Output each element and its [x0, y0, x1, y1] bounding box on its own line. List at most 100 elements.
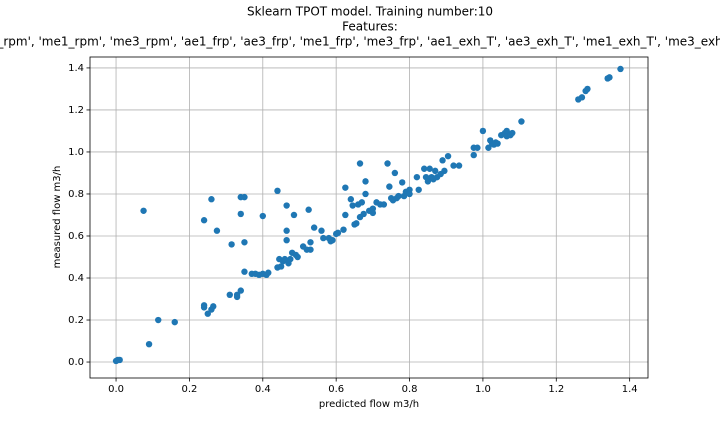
y-axis-label: measured flow m3/h: [52, 166, 63, 269]
scatter-point: [606, 74, 613, 81]
scatter-point: [439, 157, 446, 164]
scatter-point: [307, 246, 314, 253]
scatter-point: [145, 340, 153, 348]
scatter-point: [200, 304, 208, 311]
scatter-point: [334, 229, 342, 237]
scatter-point: [305, 206, 312, 213]
scatter-point: [241, 239, 248, 246]
scatter-point: [518, 118, 525, 125]
scatter-point: [362, 190, 369, 198]
scatter-point: [283, 227, 290, 234]
x-tick-label: 1.4: [622, 384, 638, 395]
scatter-point: [259, 212, 266, 220]
scatter-point: [450, 162, 457, 169]
scatter-point: [349, 202, 356, 209]
scatter-point: [226, 291, 233, 299]
scatter-point: [455, 162, 463, 169]
scatter-point: [395, 192, 402, 200]
scatter-point: [584, 85, 591, 93]
scatter-point: [347, 196, 355, 203]
scatter-point: [578, 94, 586, 101]
scatter-point: [406, 190, 413, 198]
scatter-point: [399, 179, 406, 186]
scatter-point: [320, 234, 327, 242]
scatter-point: [360, 210, 367, 218]
chart-subtitle: Features:: [342, 20, 398, 34]
y-tick-label: 1.0: [68, 147, 84, 158]
y-tick-label: 0.8: [68, 189, 84, 200]
scatter-point: [283, 236, 290, 244]
x-tick-label: 0.8: [402, 384, 418, 395]
scatter-point: [155, 316, 162, 324]
y-tick-label: 0.2: [68, 315, 84, 326]
scatter-point: [503, 127, 510, 135]
scatter-point: [340, 226, 347, 233]
scatter-point: [310, 224, 318, 231]
scatter-point: [358, 199, 366, 206]
scatter-point: [277, 263, 285, 270]
scatter-point: [294, 253, 301, 261]
x-tick-label: 0.2: [181, 384, 197, 395]
scatter-point: [287, 255, 294, 263]
scatter-point: [479, 127, 487, 135]
y-tick-label: 0.4: [68, 273, 84, 284]
x-tick-label: 0.4: [255, 384, 271, 395]
scatter-point: [353, 220, 360, 227]
scatter-point: [356, 160, 364, 167]
scatter-point: [318, 227, 325, 234]
scatter-point: [274, 187, 281, 195]
scatter-point: [265, 269, 272, 276]
scatter-point: [116, 356, 123, 364]
scatter-point: [369, 209, 377, 217]
scatter-point: [474, 144, 481, 151]
features-line: _rpm', 'me1_rpm', 'me3_rpm', 'ae1_frp', …: [0, 35, 720, 49]
x-tick-label: 1.0: [475, 384, 491, 395]
scatter-point: [233, 293, 241, 301]
scatter-point: [444, 152, 452, 160]
scatter-point: [228, 241, 235, 248]
scatter-point: [204, 310, 211, 317]
chart-title: Sklearn TPOT model. Training number:10: [247, 5, 493, 19]
y-tick-label: 1.2: [68, 105, 84, 116]
scatter-point: [281, 255, 289, 263]
scatter-point: [329, 236, 336, 244]
scatter-point: [380, 201, 388, 208]
scatter-point: [362, 178, 369, 185]
scatter-point: [342, 184, 349, 191]
scatter-point: [424, 178, 432, 185]
scatter-point: [237, 287, 244, 294]
scatter-point: [415, 186, 422, 193]
x-tick-label: 0.0: [108, 384, 124, 395]
scatter-point: [237, 210, 244, 218]
scatter-point: [421, 165, 428, 172]
scatter-point: [283, 202, 290, 209]
scatter-point: [384, 160, 391, 167]
scatter-point: [386, 183, 393, 190]
scatter-point: [391, 169, 399, 177]
scatter-point: [470, 151, 477, 159]
scatter-point: [208, 196, 215, 203]
scatter-point: [441, 167, 448, 175]
scatter-point: [213, 227, 221, 234]
scatter-point: [210, 303, 217, 310]
scatter-point: [307, 239, 314, 246]
scatter-point: [140, 207, 147, 214]
x-axis-label: predicted flow m3/h: [319, 399, 419, 410]
scatter-point: [241, 268, 248, 275]
scatter-point: [342, 211, 349, 219]
scatter-point: [290, 211, 298, 219]
scatter-point: [494, 140, 501, 147]
scatter-point: [432, 167, 439, 175]
scatter-point: [413, 173, 421, 181]
x-tick-label: 0.6: [328, 384, 344, 395]
y-tick-label: 1.4: [68, 63, 84, 74]
scatter-point: [241, 193, 248, 201]
scatter-point: [426, 165, 433, 172]
y-tick-label: 0.6: [68, 231, 84, 242]
y-tick-label: 0.0: [68, 357, 84, 368]
scatter-point: [617, 65, 624, 73]
scatter-point: [171, 318, 178, 326]
plot-frame: [89, 56, 649, 379]
scatter-point: [509, 129, 516, 137]
